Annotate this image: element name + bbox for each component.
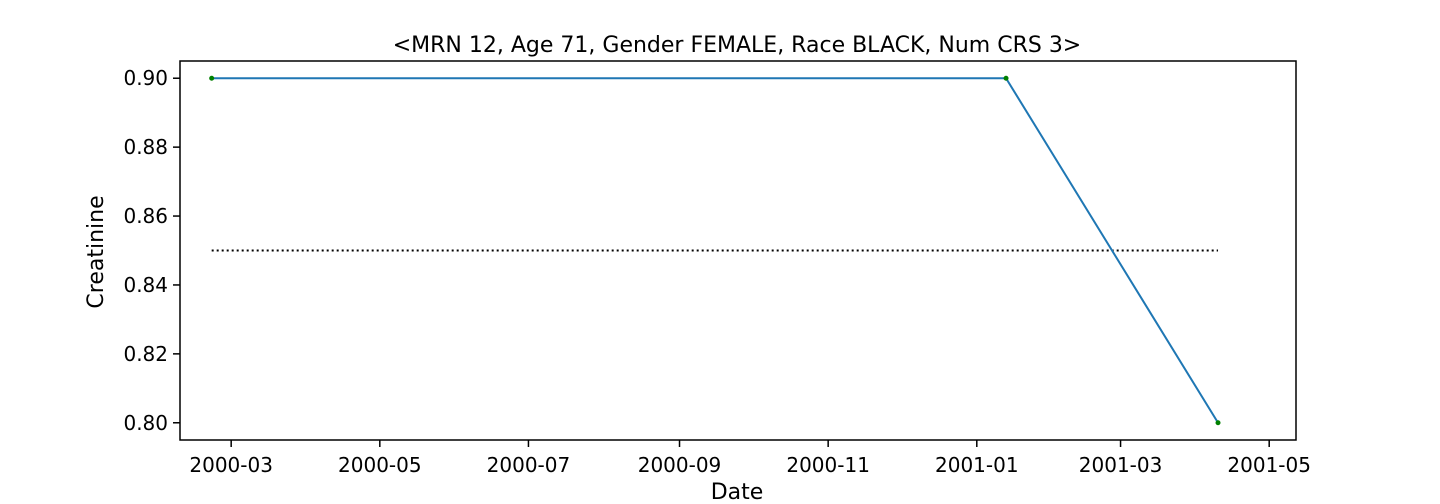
y-tick-label: 0.88	[123, 135, 168, 159]
y-tick-label: 0.80	[123, 411, 168, 435]
data-point	[1003, 75, 1009, 81]
y-tick-label: 0.90	[123, 66, 168, 90]
y-axis-label: Creatinine	[84, 195, 109, 308]
data-point	[1215, 420, 1221, 426]
y-axis: 0.80 0.82 0.84 0.86 0.88 0.90	[123, 66, 180, 435]
x-tick-label: 2000-03	[189, 453, 273, 477]
x-tick-label: 2000-09	[638, 453, 722, 477]
chart-title: <MRN 12, Age 71, Gender FEMALE, Race BLA…	[393, 33, 1082, 58]
x-tick-label: 2001-01	[935, 453, 1019, 477]
y-tick-label: 0.82	[123, 342, 168, 366]
x-tick-label: 2001-05	[1227, 453, 1311, 477]
y-tick-label: 0.86	[123, 204, 168, 228]
plot-frame	[179, 60, 1297, 441]
x-tick-label: 2000-05	[338, 453, 422, 477]
data-point	[209, 75, 215, 81]
x-tick-label: 2001-03	[1079, 453, 1163, 477]
plot-area	[209, 75, 1221, 426]
x-axis-label: Date	[711, 480, 764, 504]
y-tick-label: 0.84	[123, 273, 168, 297]
x-tick-label: 2000-11	[786, 453, 870, 477]
x-tick-label: 2000-07	[487, 453, 571, 477]
x-axis: 2000-03 2000-05 2000-07 2000-09 2000-11 2001-…	[189, 440, 1311, 477]
